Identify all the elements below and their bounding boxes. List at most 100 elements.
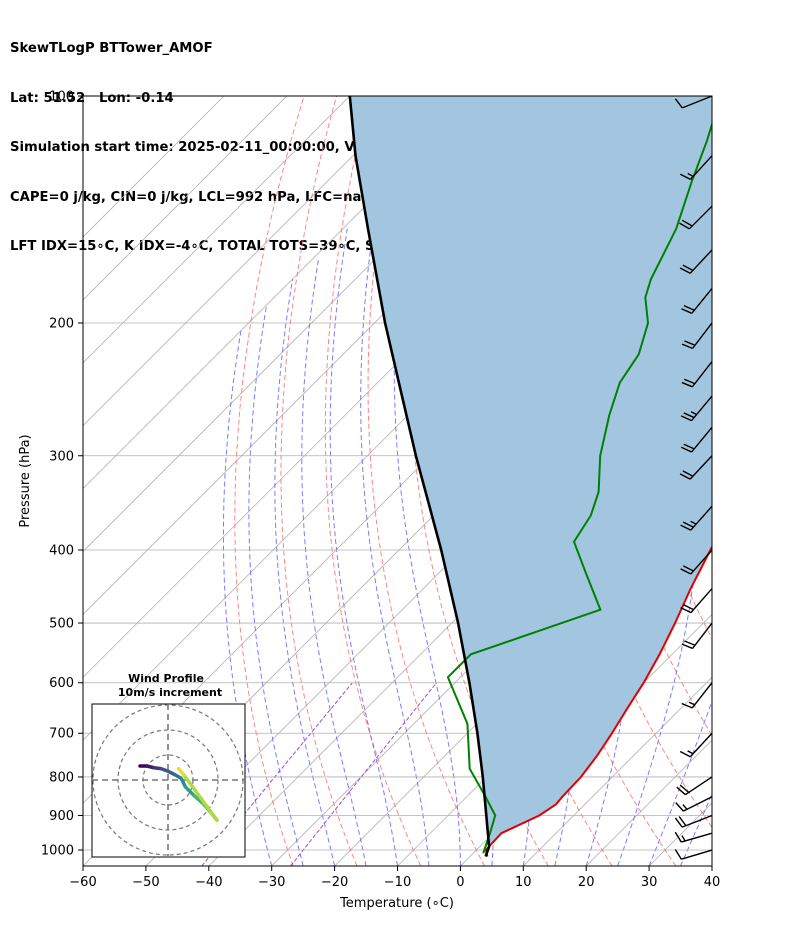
isotherm-line bbox=[83, 96, 413, 427]
y-tick-label: 500 bbox=[49, 617, 74, 632]
hodograph-segment bbox=[176, 766, 186, 777]
moist-adiabat-line bbox=[274, 279, 336, 866]
wind-barb-flag bbox=[683, 603, 694, 611]
moist-adiabat-line bbox=[222, 331, 273, 866]
wind-barb-staff bbox=[681, 849, 713, 860]
axes: −60 −50 −40 −30 −20 −10 0 10 20 30 40 1000 900 800 700… bbox=[41, 90, 720, 891]
wind-barb bbox=[674, 849, 713, 860]
isotherm-line bbox=[83, 96, 288, 301]
wind-barb bbox=[679, 732, 713, 758]
profile-lines bbox=[348, 96, 712, 857]
wind-barb-flag bbox=[681, 702, 693, 709]
title-location: Lat: 51.52 Lon: -0.14 bbox=[10, 90, 174, 106]
wind-barb-half-flag bbox=[681, 835, 686, 842]
x-tick-label: −30 bbox=[258, 875, 285, 890]
wind-barb-flag bbox=[681, 308, 693, 314]
wind-barb bbox=[680, 395, 713, 422]
dewpoint-profile bbox=[446, 121, 712, 854]
wind-barb-staff bbox=[689, 732, 713, 758]
wind-barb-flag bbox=[684, 640, 696, 646]
wind-barb bbox=[680, 549, 713, 575]
wind-barb-half-flag bbox=[690, 520, 697, 525]
isotherm-line bbox=[775, 96, 794, 866]
dry-adiabat-line bbox=[728, 96, 794, 866]
wind-barb-flag bbox=[680, 446, 692, 453]
cin-shaded-area bbox=[349, 96, 712, 857]
wind-barb-flag bbox=[682, 565, 694, 572]
x-tick-label: −60 bbox=[69, 875, 96, 890]
moist-adiabat-line bbox=[648, 699, 712, 866]
y-tick-label: 1000 bbox=[41, 844, 74, 859]
wind-barb-flag bbox=[681, 381, 693, 388]
wind-barb bbox=[681, 361, 713, 388]
wind-barb-staff bbox=[683, 796, 713, 812]
wind-barb-flag bbox=[679, 267, 691, 274]
moist-adiabat-line bbox=[617, 96, 699, 866]
wind-barb-half-flag bbox=[687, 750, 694, 755]
wind-barb-staff bbox=[690, 588, 713, 614]
wind-barb-flag bbox=[680, 607, 692, 614]
isotherm-line bbox=[83, 96, 351, 364]
wind-barb-flag bbox=[684, 340, 696, 346]
wind-barb bbox=[674, 95, 713, 109]
wind-barb-flag bbox=[681, 343, 693, 350]
x-axis-label: Temperature (∘C) bbox=[339, 896, 454, 911]
mixing-ratio-line bbox=[290, 682, 437, 866]
wind-barb bbox=[675, 796, 713, 812]
wind-barb-flag bbox=[680, 524, 692, 531]
wind-barb-flag bbox=[679, 173, 691, 181]
x-tick-label: 0 bbox=[456, 875, 464, 890]
moist-adiabat-line bbox=[248, 306, 304, 866]
x-tick-label: 30 bbox=[641, 875, 658, 890]
x-tick-label: 10 bbox=[515, 875, 532, 890]
wind-barb-staff bbox=[691, 426, 713, 453]
wind-barb-flag bbox=[679, 473, 691, 480]
wind-barb bbox=[681, 322, 713, 350]
wind-barb-staff bbox=[690, 505, 713, 531]
wind-barb bbox=[674, 831, 713, 843]
x-tick-label: −20 bbox=[321, 875, 348, 890]
wind-barb-half-flag bbox=[688, 701, 695, 706]
wind-barb-staff bbox=[689, 155, 713, 180]
y-tick-label: 700 bbox=[49, 727, 74, 742]
wind-barb bbox=[674, 814, 713, 828]
wind-barb-staff bbox=[691, 288, 713, 314]
wind-barb bbox=[680, 505, 713, 531]
wind-barb-flag bbox=[683, 304, 695, 311]
wind-barb-half-flag bbox=[687, 172, 694, 178]
wind-barb-flag bbox=[674, 817, 683, 828]
wind-barb-flag bbox=[682, 470, 694, 477]
isotherm-line bbox=[83, 96, 476, 490]
wind-barb-flag bbox=[683, 443, 695, 450]
wind-barb-flag bbox=[674, 831, 682, 843]
isotherm-line bbox=[711, 865, 712, 866]
wind-barb bbox=[681, 622, 713, 650]
wind-barb bbox=[676, 776, 713, 796]
wind-barb bbox=[681, 682, 713, 709]
wind-barb-flag bbox=[674, 98, 683, 109]
temperature-profile bbox=[484, 544, 712, 857]
parcel-profile bbox=[348, 96, 491, 857]
dry-adiabat-line bbox=[760, 96, 794, 866]
moist-adiabat-line bbox=[393, 169, 461, 866]
dry-adiabat-line bbox=[324, 96, 422, 866]
wind-barb bbox=[680, 588, 713, 614]
isotherm-line bbox=[523, 676, 712, 866]
dry-adiabat-line bbox=[234, 96, 305, 866]
dry-adiabat-line bbox=[367, 96, 485, 866]
wind-barb-staff bbox=[691, 361, 713, 388]
y-tick-label: 300 bbox=[49, 449, 74, 464]
dry-adiabat-line bbox=[280, 96, 358, 866]
wind-barb-flag bbox=[679, 750, 691, 758]
hodograph-segment bbox=[183, 785, 196, 798]
wind-barb-staff bbox=[688, 205, 713, 230]
y-tick-label: 400 bbox=[49, 543, 74, 558]
wind-barb-flag bbox=[679, 784, 690, 794]
x-tick-label: −10 bbox=[384, 875, 411, 890]
wind-barb-half-flag bbox=[682, 804, 688, 810]
wind-barb-flag bbox=[679, 222, 690, 230]
wind-barb bbox=[679, 455, 713, 480]
wind-barb-flag bbox=[682, 521, 694, 528]
x-tick-label: 20 bbox=[578, 875, 595, 890]
wind-barb-flag bbox=[682, 264, 694, 272]
